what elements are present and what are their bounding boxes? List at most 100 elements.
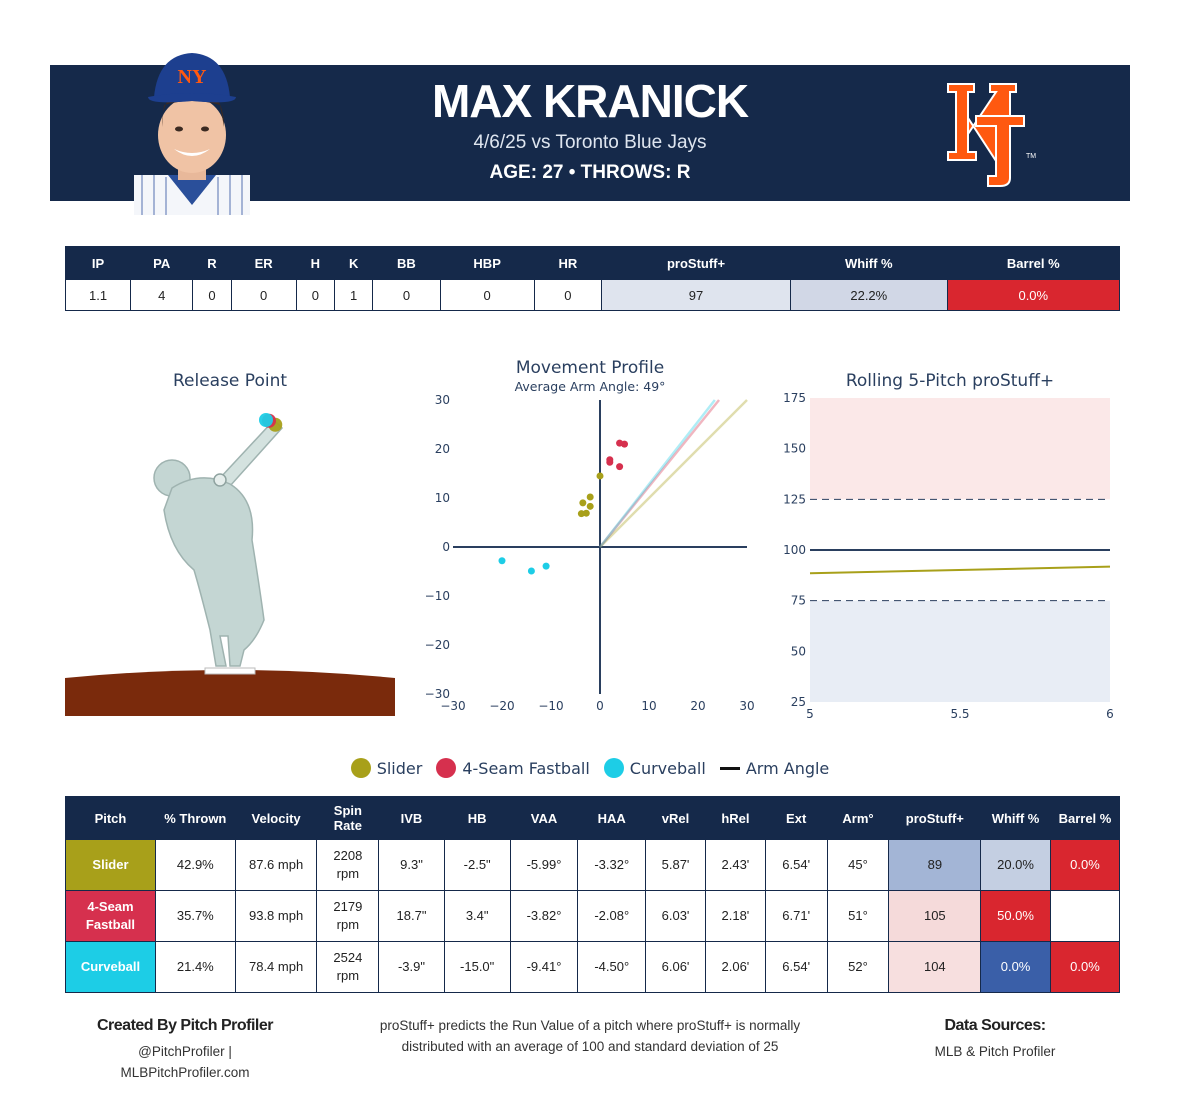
arm-angle-line-slider [599, 399, 748, 548]
stats-header-barrel-: Barrel % [946, 246, 1121, 280]
movement-y-tick: 0 [442, 540, 450, 554]
pitch-cell-spin: 2179 rpm [316, 890, 380, 942]
player-headshot: NY [128, 45, 256, 215]
prostuff-note-line1: proStuff+ predicts the Run Value of a pi… [379, 1018, 801, 1033]
pitch-row-4-seam-fastball: 4-Seam Fastball 35.7% 93.8 mph 2179 rpm 18.7"… [65, 890, 1121, 942]
pitch-header-row: Pitch% Thrown Velocity Spin Rate IVB HB VAA HA… [65, 796, 1121, 840]
svg-text:NY: NY [178, 66, 207, 88]
stats-header-h: H [295, 246, 335, 280]
movement-point-4-seam-fastball [616, 463, 624, 471]
player-name: MAX KRANICK [431, 75, 749, 127]
pitch-cell-arm: 52° [826, 941, 890, 993]
rolling-x-tick: 5 [806, 707, 814, 721]
pitch-cell-vrel: 6.06' [645, 941, 706, 993]
stats-header-hr: HR [533, 246, 603, 280]
movement-title: Movement Profile [515, 358, 665, 378]
rolling-y-tick: 25 [791, 695, 806, 709]
pitch-cell-haa: -3.32° [577, 839, 647, 891]
legend-swatch [719, 766, 740, 770]
pitch-cell-haa: -4.50° [577, 941, 647, 993]
pitch-cell-ivb: 9.3" [378, 839, 445, 891]
below-average-band [810, 600, 1110, 702]
pitch-cell-ext: 6.71' [764, 890, 828, 942]
movement-point-4-seam-fastball [606, 458, 614, 466]
pitch-cell-vaa: -9.41° [509, 941, 579, 993]
pitch-header-barrel-: Barrel % [1049, 796, 1121, 840]
pitch-cell-velocity: 93.8 mph [234, 890, 318, 942]
pitch-cell-arm: 51° [826, 890, 890, 942]
movement-x-tick: 10 [641, 699, 656, 713]
rolling-y-tick: 150 [783, 442, 806, 456]
pitch-cell-vrel: 6.03' [645, 890, 706, 942]
rolling-title: Rolling 5-Pitch proStuff+ [845, 371, 1055, 391]
movement-chart: −30 −20 −10 0 10 20 30 30 20 10 0 −10 −20 −30 [425, 393, 755, 713]
stats-header-k: K [333, 246, 374, 280]
pitch-cell-ext: 6.54' [764, 839, 828, 891]
pitch-cell-barrel: 0.0% [1049, 839, 1121, 891]
stats-value-hbp: 0 [439, 279, 535, 311]
pitch-cell-barrel: 0.0% [1049, 941, 1121, 993]
stats-value-h: 0 [295, 279, 335, 311]
movement-point-curveball [498, 557, 506, 565]
movement-point-curveball [542, 562, 550, 570]
spin-unit: rpm [336, 917, 360, 932]
pitch-header-pitch: Pitch [65, 796, 156, 840]
movement-x-tick: 0 [596, 699, 604, 713]
pitch-cell-ext: 6.54' [764, 941, 828, 993]
pitch-cell-vrel: 5.87' [645, 839, 706, 891]
player-bio: AGE: 27 • THROWS: R [489, 162, 691, 183]
pitch-row-slider: Slider 42.9% 87.6 mph 2208 rpm 9.3" -2.5" -5.99… [65, 839, 1121, 891]
pitch-header-prostuff-: proStuff+ [888, 796, 982, 840]
pitch-header-ivb: IVB [378, 796, 445, 840]
mets-logo-icon: TM [940, 78, 1036, 188]
chart-legend: Slider 4-Seam Fastball Curveball Arm Angle [0, 758, 1180, 778]
movement-y-tick: −20 [425, 638, 450, 652]
pitch-arsenal-table: Pitch% Thrown Velocity Spin Rate IVB HB VAA HA… [65, 796, 1121, 993]
rolling-line-slider [809, 565, 1111, 575]
pitch-cell-haa: -2.08° [577, 890, 647, 942]
game-line: 4/6/25 vs Toronto Blue Jays [473, 132, 707, 153]
pitch-cell-arm: 45° [826, 839, 890, 891]
stats-value-bb: 0 [372, 279, 441, 311]
movement-y-tick: 30 [435, 393, 450, 407]
movement-y-tick: 10 [435, 491, 450, 505]
rolling-y-tick: 100 [783, 543, 806, 557]
movement-point-slider [586, 502, 594, 510]
movement-point-slider [582, 509, 590, 517]
movement-x-tick: −10 [538, 699, 563, 713]
pitch-cell-whiff: 20.0% [980, 839, 1051, 891]
legend-label: 4-Seam Fastball [462, 758, 590, 778]
pitch-cell-prostuff: 105 [888, 890, 982, 942]
stats-header-prostuff-: proStuff+ [601, 246, 792, 280]
movement-point-curveball [527, 567, 535, 575]
rolling-y-tick: 75 [791, 594, 806, 608]
credit-handle: @PitchProfiler | [138, 1044, 232, 1059]
pitch-header-whiff-: Whiff % [980, 796, 1051, 840]
pitch-cell-pitch: Slider [65, 839, 156, 891]
data-sources: MLB & Pitch Profiler [934, 1044, 1056, 1059]
stats-header-ip: IP [64, 246, 132, 280]
pitch-cell-spin: 2208 rpm [316, 839, 380, 891]
pitch-cell-pitch: 4-Seam Fastball [65, 890, 156, 942]
stats-value-barrel-: 0.0% [946, 279, 1121, 311]
pitch-header-arm-: Arm° [826, 796, 890, 840]
legend-swatch [350, 758, 371, 778]
pitch-cell-thrown: 21.4% [154, 941, 236, 993]
pitch-cell-whiff: 0.0% [980, 941, 1051, 993]
stats-value-pa: 4 [130, 279, 194, 311]
pitch-cell-hrel: 2.43' [704, 839, 766, 891]
release-point-chart [65, 413, 395, 716]
movement-point-4-seam-fastball [621, 440, 628, 448]
pitch-cell-prostuff: 104 [888, 941, 982, 993]
release-point-curveball [259, 413, 273, 427]
credit-site: MLBPitchProfiler.com [120, 1065, 250, 1080]
stats-header-r: R [192, 246, 232, 280]
pitch-cell-hrel: 2.18' [704, 890, 766, 942]
pitch-cell-whiff: 50.0% [980, 890, 1051, 942]
pitch-cell-velocity: 87.6 mph [234, 839, 318, 891]
pitch-cell-thrown: 35.7% [154, 890, 236, 942]
pitch-header-vrel: vRel [645, 796, 706, 840]
svg-text:TM: TM [1026, 153, 1036, 160]
stats-value-k: 1 [333, 279, 374, 311]
prostuff-note-line2: distributed with an average of 100 and s… [401, 1039, 779, 1054]
